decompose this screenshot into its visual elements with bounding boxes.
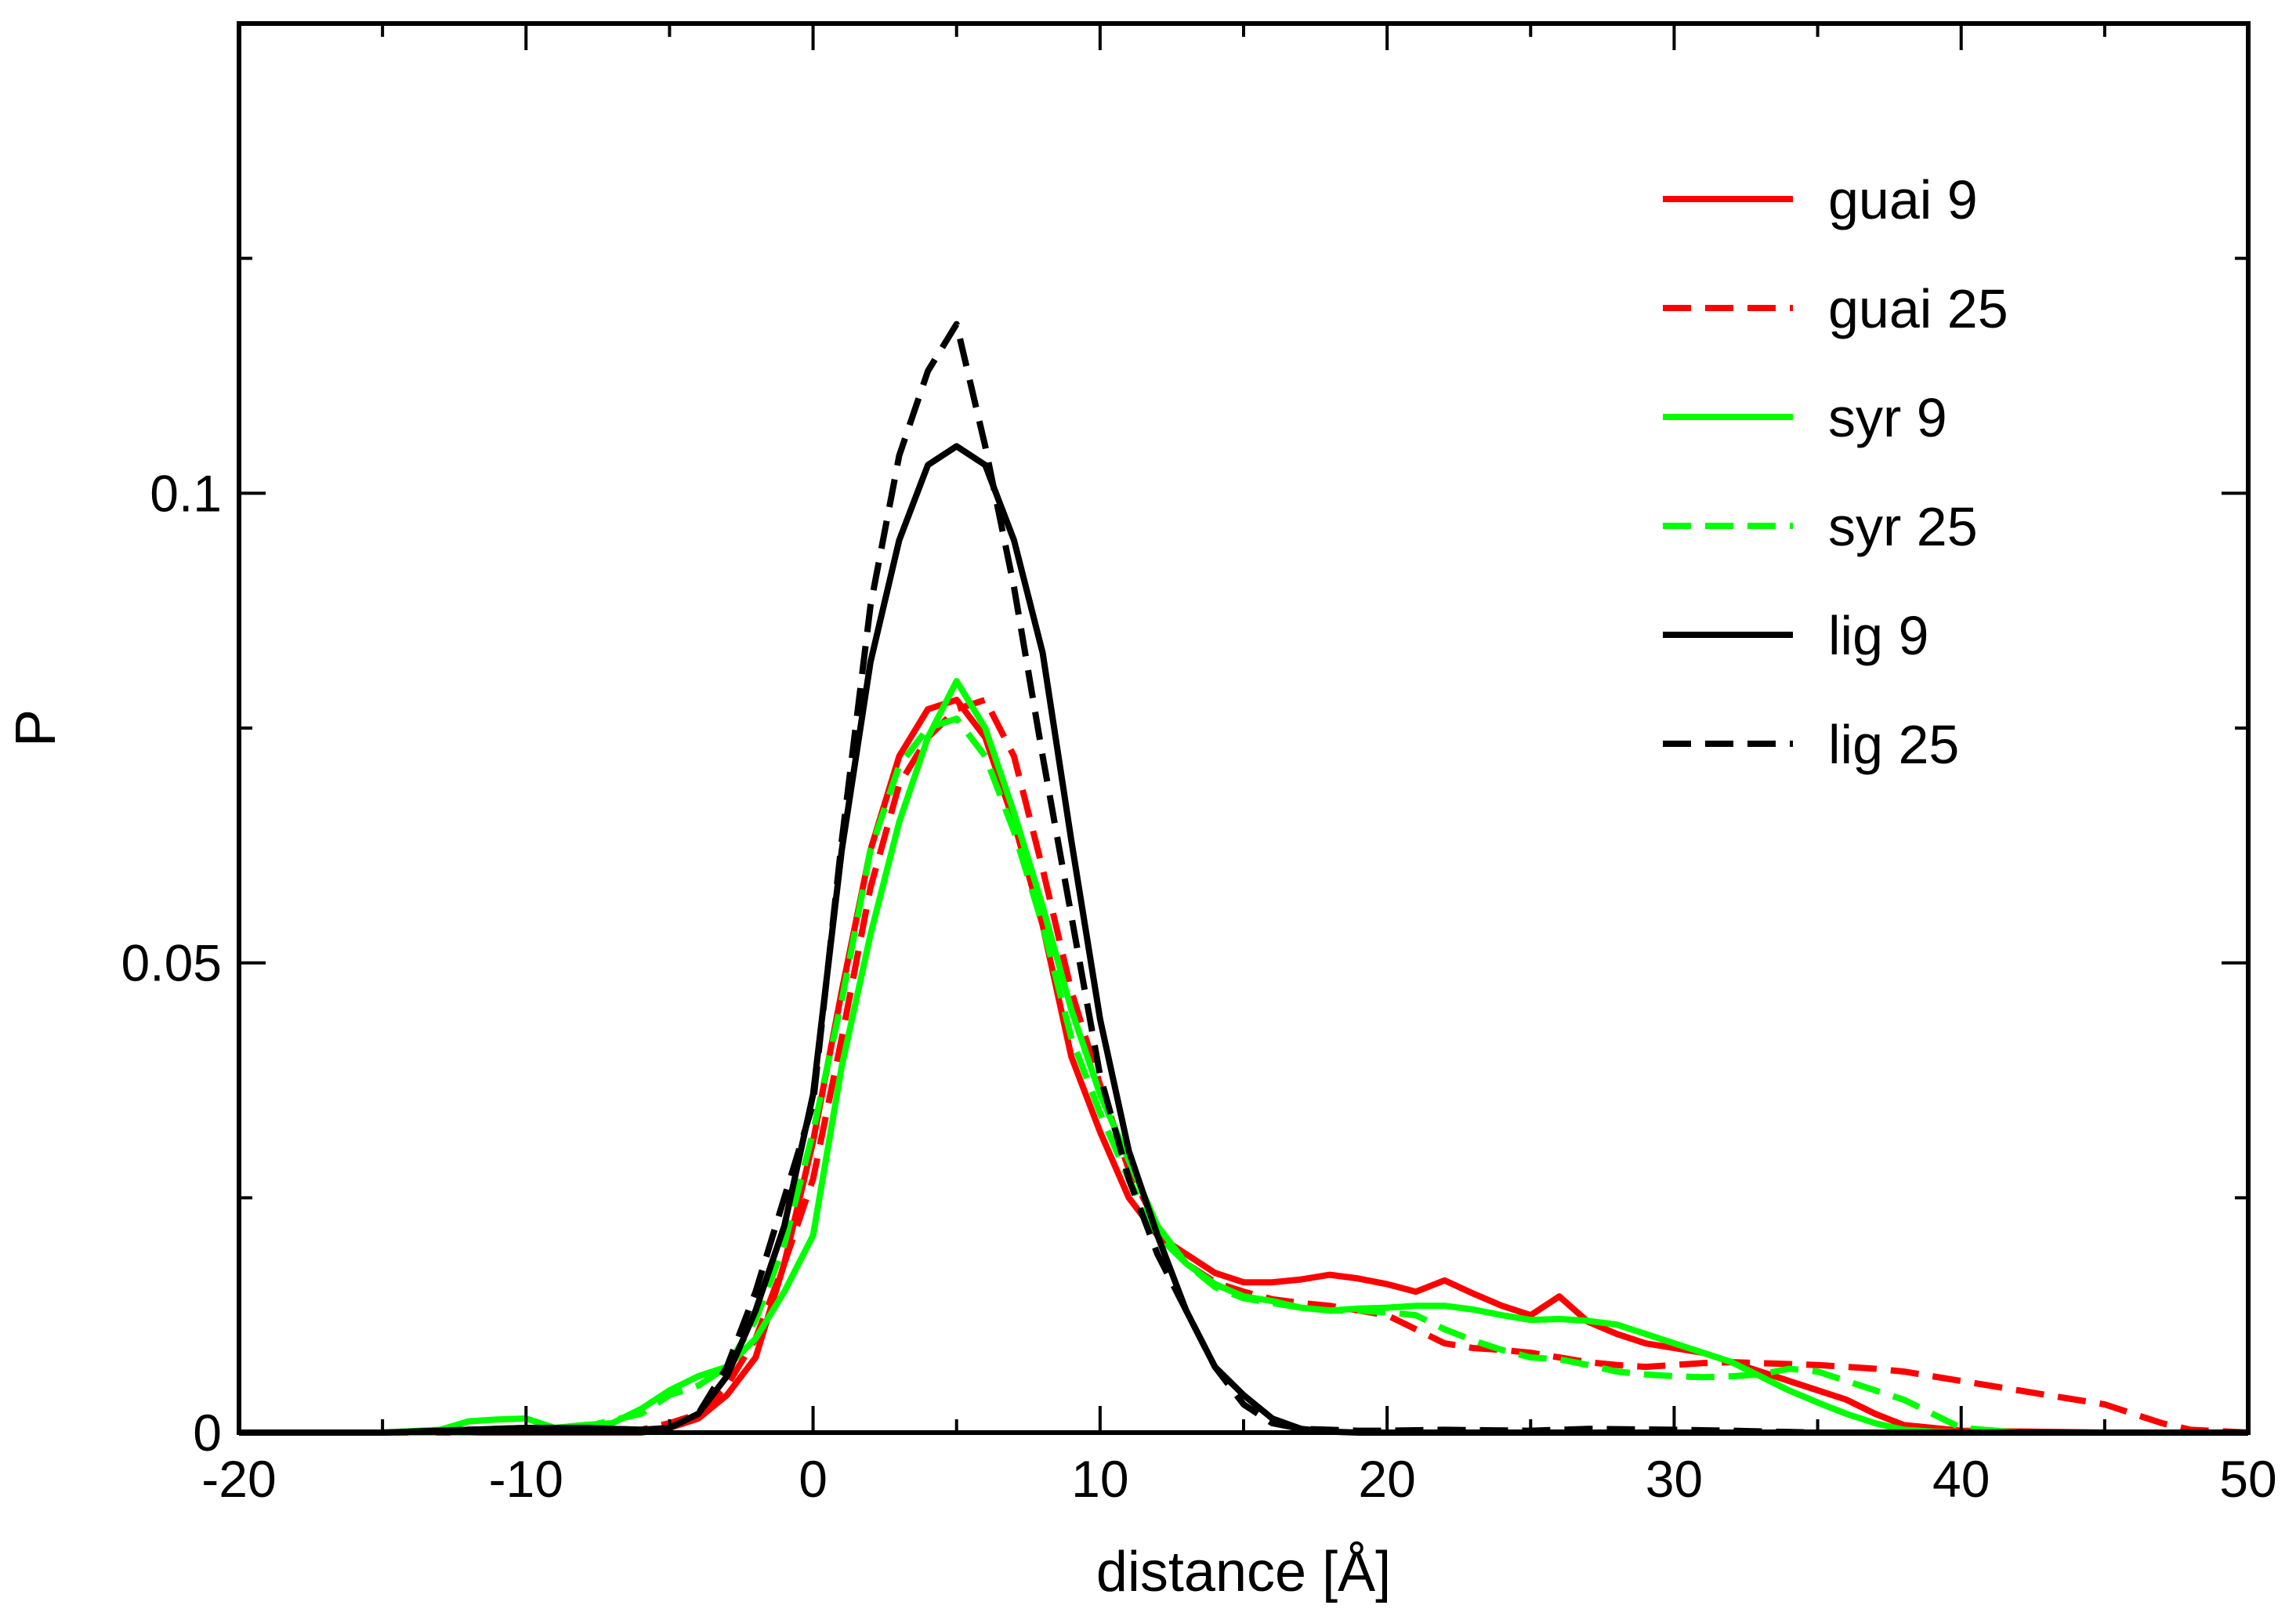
series-line-lig-25 <box>239 321 2248 1436</box>
legend-label: syr 9 <box>1828 387 1947 448</box>
legend-label: lig 9 <box>1828 605 1928 666</box>
y-axis-title: P <box>5 709 67 747</box>
x-tick-label: 20 <box>1358 1450 1415 1508</box>
series-line-syr-9 <box>239 678 2248 1436</box>
series-line-guai-25 <box>239 697 2249 1436</box>
legend-label: guai 9 <box>1828 169 1978 230</box>
x-tick-label: 40 <box>1932 1450 1990 1508</box>
legend: guai 9 guai 25 syr 9 syr 25 lig 9 lig 25 <box>1663 169 2008 775</box>
x-tick-label: 0 <box>799 1450 828 1508</box>
y-tick-label: 0 <box>193 1404 222 1462</box>
series-line-guai-9 <box>239 697 2248 1436</box>
legend-label: syr 25 <box>1828 496 1978 557</box>
y-tick-label: 0.05 <box>121 934 222 992</box>
x-axis-title: distance [Å] <box>1096 1541 1391 1603</box>
series-layer <box>239 321 2249 1436</box>
x-tick-label: 50 <box>2219 1450 2276 1508</box>
x-tick-label: 10 <box>1071 1450 1128 1508</box>
y-tick-label: 0.1 <box>150 464 222 522</box>
legend-label: lig 25 <box>1828 714 1959 775</box>
x-tick-label: -10 <box>489 1450 563 1508</box>
ticks-layer: -20 -10 0 10 20 30 40 50 0 0.05 0.1 <box>121 24 2277 1508</box>
x-tick-label: -20 <box>201 1450 276 1508</box>
series-line-syr-25 <box>239 716 2248 1436</box>
x-tick-label: 30 <box>1646 1450 1703 1508</box>
legend-label: guai 25 <box>1828 278 2008 339</box>
